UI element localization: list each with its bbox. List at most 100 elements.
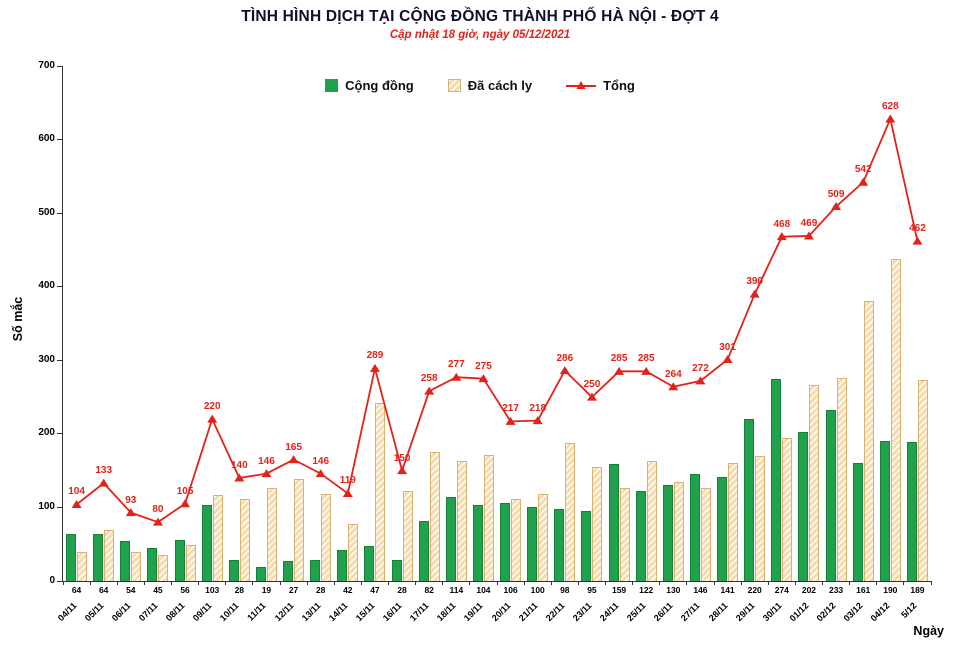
y-tick-mark xyxy=(57,286,63,288)
total-value-label: 150 xyxy=(393,452,411,464)
total-value-label: 542 xyxy=(854,164,872,176)
total-marker-icon xyxy=(98,478,109,487)
legend-item-da-cach-ly: Đã cách ly xyxy=(447,78,532,93)
tong-line-marker-icon xyxy=(566,80,597,92)
bar-da-cach-ly xyxy=(456,461,467,581)
x-tick-mark xyxy=(713,581,715,585)
total-marker-icon xyxy=(885,114,896,123)
total-value-label: 104 xyxy=(68,486,85,498)
total-marker-icon xyxy=(722,355,733,364)
bar-cong-dong xyxy=(364,546,375,581)
total-value-label: 165 xyxy=(285,441,302,453)
total-value-label: 220 xyxy=(203,401,221,413)
x-tick-mark xyxy=(930,581,932,585)
bar-value-label: 28 xyxy=(397,585,407,595)
bar-da-cach-ly xyxy=(700,488,711,581)
y-tick-mark xyxy=(57,359,63,361)
y-tick-label: 300 xyxy=(38,353,55,365)
bar-da-cach-ly xyxy=(782,438,793,581)
x-tick-mark xyxy=(523,581,525,585)
total-marker-icon xyxy=(71,499,82,508)
total-marker-icon xyxy=(234,473,245,482)
bar-value-label: 64 xyxy=(71,585,82,595)
x-tick-mark xyxy=(198,581,200,585)
bar-da-cach-ly xyxy=(592,466,603,581)
bar-value-label: 274 xyxy=(774,585,789,595)
bar-cong-dong xyxy=(310,560,321,581)
y-tick-label: 700 xyxy=(38,59,55,71)
bar-cong-dong xyxy=(500,503,511,581)
bar-da-cach-ly xyxy=(375,402,386,581)
x-tick-mark xyxy=(279,581,281,585)
bar-da-cach-ly xyxy=(565,442,576,581)
total-marker-icon xyxy=(125,508,136,517)
legend-item-cong-dong: Cộng đồng xyxy=(325,78,414,93)
total-marker-icon xyxy=(559,366,570,375)
bar-value-label: 28 xyxy=(234,585,245,595)
bar-da-cach-ly xyxy=(402,491,413,581)
total-marker-icon xyxy=(315,469,326,478)
plot-area: 0 100 200 300 400 500 600 700 64 04/11 104 64 05/11 1… xyxy=(38,60,932,623)
y-tick-mark xyxy=(57,139,63,141)
total-marker-icon xyxy=(397,466,408,475)
x-tick-mark xyxy=(333,581,335,585)
bar-da-cach-ly xyxy=(77,551,88,581)
bar-value-label: 233 xyxy=(828,585,844,595)
total-value-label: 285 xyxy=(637,353,655,365)
total-marker-icon xyxy=(369,363,380,372)
bar-value-label: 106 xyxy=(503,585,518,595)
total-value-label: 469 xyxy=(800,217,818,229)
bar-da-cach-ly xyxy=(755,455,766,581)
y-tick-label: 100 xyxy=(38,500,55,512)
total-marker-icon xyxy=(451,372,462,381)
bar-da-cach-ly xyxy=(158,555,169,581)
x-tick-mark xyxy=(740,581,742,585)
bar-da-cach-ly xyxy=(809,384,820,581)
bar-da-cach-ly xyxy=(728,463,739,581)
x-tick-mark xyxy=(550,581,552,585)
x-tick-mark xyxy=(415,581,417,585)
bar-da-cach-ly xyxy=(266,487,277,581)
bar-value-label: 114 xyxy=(449,585,464,595)
x-tick-mark xyxy=(388,581,389,585)
bar-da-cach-ly xyxy=(321,494,332,581)
bar-value-label: 190 xyxy=(883,585,898,595)
bar-cong-dong xyxy=(391,560,402,581)
x-tick-mark xyxy=(225,581,227,585)
bar-value-label: 100 xyxy=(530,585,545,595)
legend-label-tong: Tổng xyxy=(603,78,635,93)
bar-value-label: 146 xyxy=(693,585,708,595)
bar-value-label: 103 xyxy=(205,585,220,595)
total-marker-icon xyxy=(532,416,543,425)
total-marker-icon xyxy=(152,517,163,526)
bar-cong-dong xyxy=(717,477,728,581)
bar-da-cach-ly xyxy=(538,494,549,581)
bar-da-cach-ly xyxy=(836,377,847,581)
total-marker-icon xyxy=(668,382,679,391)
bar-da-cach-ly xyxy=(673,482,684,581)
bar-da-cach-ly xyxy=(483,455,494,581)
total-value-label: 301 xyxy=(719,341,736,353)
bar-cong-dong xyxy=(228,560,239,581)
y-tick-mark xyxy=(57,212,63,214)
total-marker-icon xyxy=(776,232,787,241)
x-tick-mark xyxy=(605,581,606,585)
chart-subtitle: Cập nhật 18 giờ, ngày 05/12/2021 xyxy=(389,29,571,41)
x-tick-mark xyxy=(469,581,471,585)
x-tick-mark xyxy=(849,581,851,585)
y-tick-mark xyxy=(57,580,63,582)
total-marker-icon xyxy=(207,414,218,423)
x-tick-mark xyxy=(442,581,444,585)
total-marker-icon xyxy=(912,236,923,245)
bar-value-label: 202 xyxy=(801,585,817,595)
total-value-label: 218 xyxy=(529,402,547,414)
x-tick-mark xyxy=(686,581,688,585)
date-label: 04/11 xyxy=(55,600,79,624)
bar-cong-dong xyxy=(174,539,185,581)
bar-cong-dong xyxy=(852,462,863,581)
bar-cong-dong xyxy=(120,541,131,581)
legend-item-tong: Tổng xyxy=(566,78,635,93)
bar-cong-dong xyxy=(662,485,673,581)
bar-cong-dong xyxy=(147,547,158,581)
